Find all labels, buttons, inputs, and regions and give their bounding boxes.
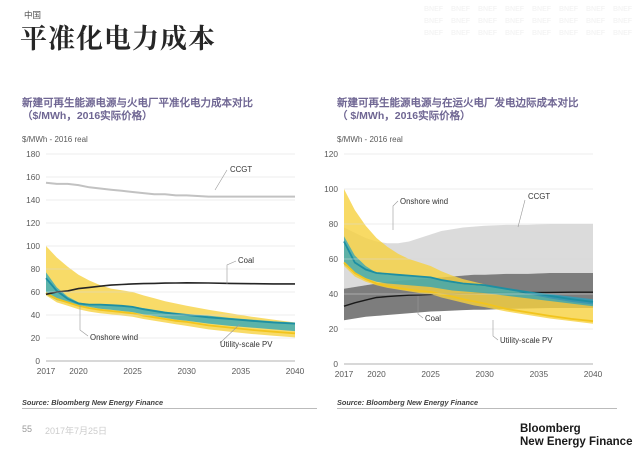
svg-text:2035: 2035 [530,369,549,379]
svg-text:20: 20 [329,324,339,334]
svg-text:CCGT: CCGT [528,192,550,201]
svg-text:40: 40 [329,289,339,299]
svg-text:100: 100 [324,184,338,194]
svg-text:2020: 2020 [367,369,386,379]
svg-text:60: 60 [329,254,339,264]
svg-text:2017: 2017 [335,369,354,379]
svg-text:2040: 2040 [584,369,603,379]
svg-text:Onshore wind: Onshore wind [400,197,448,206]
svg-text:80: 80 [329,219,339,229]
svg-text:Utility-scale PV: Utility-scale PV [500,336,553,345]
svg-text:120: 120 [324,149,338,159]
svg-text:0: 0 [333,359,338,369]
svg-text:2025: 2025 [421,369,440,379]
svg-text:Coal: Coal [425,314,441,323]
svg-text:2030: 2030 [475,369,494,379]
